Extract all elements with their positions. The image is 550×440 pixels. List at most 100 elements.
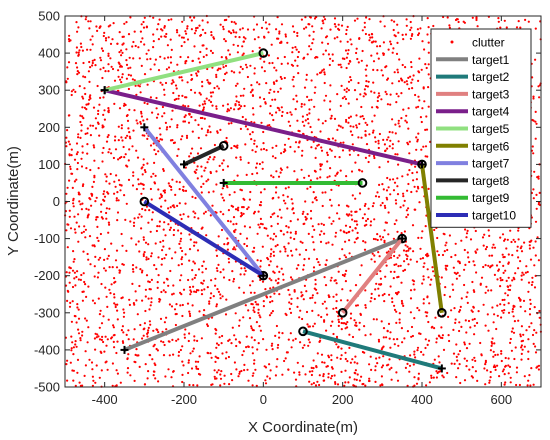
clutter-point [243,369,246,372]
clutter-point [77,193,80,196]
clutter-point [81,330,84,333]
clutter-point [387,322,391,325]
clutter-point [132,338,135,341]
clutter-point [202,44,205,47]
clutter-point [152,16,155,19]
clutter-point [394,123,397,126]
clutter-point [258,96,262,99]
clutter-point [538,309,541,313]
clutter-point [402,192,405,195]
clutter-point [158,220,161,223]
clutter-point [450,362,453,365]
clutter-point [276,346,279,349]
clutter-point [306,323,309,326]
clutter-point [180,217,183,221]
clutter-point [103,258,106,261]
clutter-point [275,111,278,114]
clutter-point [251,94,254,97]
clutter-point [93,146,96,149]
clutter-point [76,168,79,171]
clutter-point [153,148,156,151]
clutter-point [497,268,500,271]
clutter-point [193,241,196,244]
clutter-point [415,260,419,263]
clutter-point [87,258,90,261]
clutter-point [340,66,343,69]
clutter-point [333,23,336,26]
clutter-point [89,20,92,23]
clutter-point [496,364,499,367]
clutter-point [241,67,244,71]
clutter-point [298,253,301,256]
clutter-point [289,124,292,127]
clutter-point [154,377,157,380]
clutter-point [286,41,289,44]
clutter-point [73,215,76,218]
clutter-point [93,244,96,247]
clutter-point [138,57,141,60]
clutter-point [87,20,90,23]
clutter-point [217,369,220,372]
clutter-point [329,28,332,31]
clutter-point [514,240,517,243]
clutter-point [98,134,101,137]
clutter-point [241,45,244,48]
clutter-point [138,284,141,288]
clutter-point [533,264,536,267]
clutter-point [273,212,276,215]
clutter-point [205,134,208,137]
clutter-point [170,48,173,52]
clutter-point [410,335,413,338]
clutter-point [74,90,77,93]
clutter-point [322,53,325,56]
clutter-point [303,103,306,106]
clutter-point [163,25,166,28]
clutter-point [81,145,84,148]
clutter-point [511,308,514,311]
clutter-point [384,206,387,209]
clutter-point [187,371,190,375]
clutter-point [135,188,138,191]
clutter-point [102,96,105,99]
clutter-point [96,276,99,279]
clutter-point [236,146,239,149]
clutter-point [152,374,155,377]
clutter-point [167,284,170,287]
clutter-point [277,343,280,347]
clutter-point [147,49,150,52]
clutter-point [232,216,236,219]
clutter-point [337,270,340,273]
clutter-point [96,84,99,88]
clutter-point [187,339,190,343]
clutter-point [378,166,381,169]
clutter-point [180,263,183,266]
clutter-point [172,204,175,207]
clutter-point [333,117,337,120]
clutter-point [209,170,212,174]
clutter-point [353,371,356,374]
clutter-point [370,296,373,300]
clutter-point [326,151,329,154]
clutter-point [271,114,274,117]
clutter-point [125,249,128,252]
clutter-point [89,38,92,41]
clutter-point [379,204,382,207]
clutter-point [387,233,390,236]
clutter-point [105,217,108,220]
clutter-point [215,183,218,186]
clutter-point [179,348,182,352]
clutter-point [90,204,93,207]
clutter-point [330,188,333,191]
clutter-point [401,33,404,37]
clutter-point [324,263,327,266]
clutter-point [112,324,115,327]
clutter-point [420,350,423,354]
clutter-point [475,18,478,22]
clutter-point [146,118,149,121]
clutter-point [406,173,409,176]
clutter-point [86,214,90,217]
clutter-point [305,26,308,29]
clutter-point [473,317,476,321]
clutter-point [81,115,84,118]
legend-label-target6: target6 [472,139,510,153]
